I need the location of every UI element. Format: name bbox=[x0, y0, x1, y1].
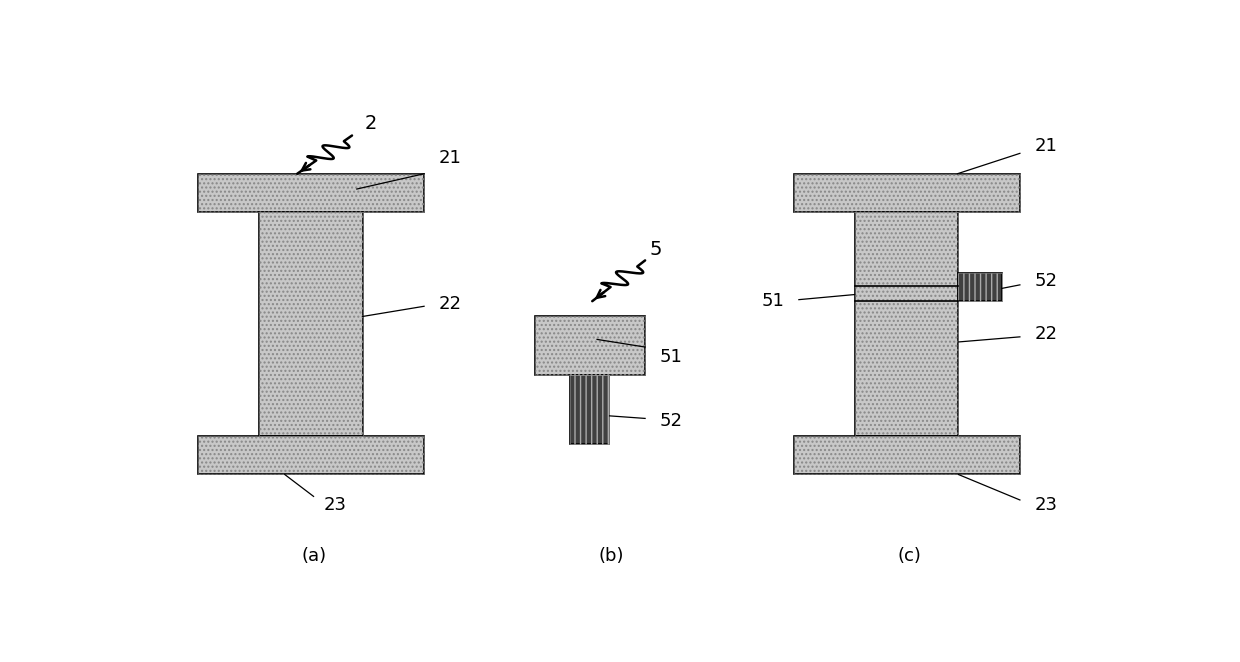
Text: 51: 51 bbox=[660, 348, 682, 366]
Bar bbox=[794, 436, 1021, 475]
Bar bbox=[570, 375, 609, 444]
Text: 22: 22 bbox=[1034, 325, 1058, 344]
Bar bbox=[198, 436, 424, 475]
Bar bbox=[854, 212, 959, 436]
Text: 51: 51 bbox=[761, 292, 785, 310]
Text: 52: 52 bbox=[660, 412, 682, 430]
Text: 22: 22 bbox=[439, 295, 461, 312]
Bar bbox=[959, 273, 1002, 301]
Bar bbox=[198, 173, 424, 212]
Bar bbox=[794, 436, 1021, 475]
Bar bbox=[259, 212, 362, 436]
Bar bbox=[794, 173, 1021, 212]
Text: 21: 21 bbox=[439, 150, 461, 167]
Bar bbox=[198, 173, 424, 212]
Bar bbox=[794, 173, 1021, 212]
Text: (c): (c) bbox=[898, 547, 921, 565]
Text: (b): (b) bbox=[599, 547, 624, 565]
Text: 23: 23 bbox=[1034, 496, 1058, 514]
Text: 2: 2 bbox=[365, 114, 377, 133]
Text: 23: 23 bbox=[324, 496, 346, 514]
Bar bbox=[534, 316, 645, 375]
Bar bbox=[854, 212, 959, 436]
Bar bbox=[259, 212, 362, 436]
Bar bbox=[959, 273, 1002, 301]
Text: 52: 52 bbox=[1034, 272, 1058, 290]
Text: (a): (a) bbox=[301, 547, 326, 565]
Bar bbox=[198, 436, 424, 475]
Text: 21: 21 bbox=[1034, 137, 1058, 155]
Bar bbox=[534, 316, 645, 375]
Bar bbox=[570, 375, 609, 444]
Text: 5: 5 bbox=[650, 240, 662, 259]
